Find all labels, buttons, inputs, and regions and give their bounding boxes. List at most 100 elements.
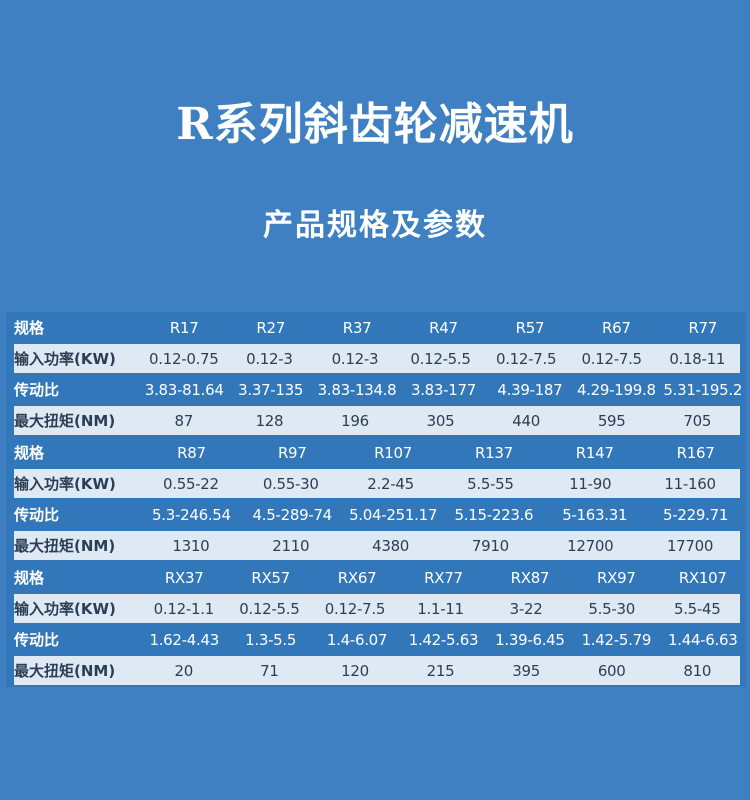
table-cell: 5-163.31 (562, 505, 628, 524)
table-cell: 1.44-6.63 (667, 630, 738, 649)
table-cell: 3.83-177 (410, 380, 476, 399)
torque-row: 最大扭矩(NM) 20 71 120 215 395 600 810 (14, 656, 740, 685)
table-cell: 305 (426, 411, 455, 430)
table-cell: 0.12-7.5 (581, 349, 643, 368)
row-label: 最大扭矩(NM) (14, 537, 116, 555)
model-row: 规格 R17 R27 R37 R47 R57 R67 R77 (6, 312, 746, 343)
table-cell: 0.12-7.5 (495, 349, 557, 368)
table-cell: RX87 (510, 568, 550, 587)
row-label: 输入功率(KW) (14, 350, 116, 368)
spec-table: 规格 R17 R27 R37 R47 R57 R67 R77 输入功率(KW) 0.12-0.75… (6, 312, 746, 687)
table-cell: 2110 (272, 536, 310, 555)
table-cell: 4380 (372, 536, 410, 555)
ratio-row: 传动比 1.62-4.43 1.3-5.5 1.4-6.07 1.42-5.63 1.39… (6, 624, 746, 655)
table-cell: R37 (342, 318, 372, 337)
table-cell: R107 (374, 443, 412, 462)
table-cell: 128 (255, 411, 284, 430)
table-cell: 3-22 (509, 599, 543, 618)
table-cell: 440 (512, 411, 540, 430)
table-cell: R57 (515, 318, 545, 337)
row-label: 规格 (14, 444, 45, 462)
table-cell: RX97 (597, 568, 636, 587)
row-label: 规格 (14, 569, 45, 587)
table-cell: 3.83-134.8 (317, 380, 397, 399)
table-cell: 120 (341, 661, 369, 680)
table-cell: 595 (597, 411, 626, 430)
page-title: R系列斜齿轮减速机 (176, 99, 574, 150)
table-cell: 5.3-246.54 (152, 505, 231, 524)
table-cell: 395 (512, 661, 540, 680)
table-cell: 600 (597, 661, 626, 680)
table-cell: 0.12-0.75 (149, 349, 219, 368)
ratio-row: 传动比 5.3-246.54 4.5-289-74 5.04-251.17 5.15-2… (6, 499, 746, 530)
model-row: 规格 RX37 RX57 RX67 RX77 RX87 RX97 RX107 (6, 562, 746, 593)
spec-block: 规格 R17 R27 R37 R47 R57 R67 R77 输入功率(KW) 0.12-0.75… (6, 312, 746, 435)
table-cell: R67 (602, 318, 631, 337)
table-cell: 71 (260, 661, 279, 680)
table-cell: 1.42-5.63 (408, 630, 479, 649)
power-row: 输入功率(KW) 0.12-0.75 0.12-3 0.12-3 0.12-5.5 0.1… (14, 344, 740, 373)
table-cell: 196 (341, 411, 369, 430)
row-label: 输入功率(KW) (14, 600, 116, 618)
table-cell: 4.5-289-74 (252, 505, 333, 524)
table-cell: 7910 (471, 536, 509, 555)
table-cell: R147 (575, 443, 614, 462)
table-cell: 215 (426, 661, 455, 680)
table-cell: 4.39-187 (497, 380, 563, 399)
table-cell: 20 (174, 661, 194, 680)
table-cell: 4.29-199.8 (576, 380, 656, 399)
table-cell: 1.62-4.43 (149, 630, 219, 649)
row-label: 传动比 (14, 381, 60, 399)
table-cell: 0.12-5.5 (239, 599, 300, 618)
row-label: 最大扭矩(NM) (14, 412, 116, 430)
table-cell: RX107 (678, 568, 727, 587)
table-cell: 17700 (666, 536, 714, 555)
table-cell: 5.15-223.6 (454, 505, 534, 524)
table-cell: R77 (688, 318, 718, 337)
power-row: 输入功率(KW) 0.12-1.1 0.12-5.5 0.12-7.5 1.1-11 3-… (14, 594, 740, 623)
torque-row: 最大扭矩(NM) 1310 2110 4380 7910 12700 17700 (14, 531, 740, 560)
table-cell: 5.31-195.2 (663, 380, 743, 399)
table-cell: R97 (277, 443, 307, 462)
table-cell: 0.18-11 (669, 349, 726, 368)
row-label: 传动比 (14, 506, 60, 524)
table-cell: 5.5-30 (588, 599, 635, 618)
table-cell: 0.12-1.1 (153, 599, 215, 618)
table-cell: 11-90 (569, 474, 612, 493)
table-cell: 0.55-30 (262, 474, 319, 493)
table-cell: 5.5-45 (673, 599, 721, 618)
table-cell: 5-229.71 (663, 505, 729, 524)
table-cell: R47 (429, 318, 458, 337)
table-cell: 3.37-135 (238, 380, 304, 399)
table-cell: 0.12-3 (331, 349, 379, 368)
spec-block: 规格 RX37 RX57 RX67 RX77 RX87 RX97 RX107 输入功率(KW) 0… (6, 562, 746, 685)
table-cell: 0.12-5.5 (410, 349, 471, 368)
table-cell: 0.12-7.5 (324, 599, 386, 618)
torque-row: 最大扭矩(NM) 87 128 196 305 440 595 705 (14, 406, 740, 435)
table-cell: R17 (169, 318, 199, 337)
table-cell: 5.5-55 (467, 474, 514, 493)
table-cell: 11-160 (664, 474, 716, 493)
table-cell: 5.04-251.17 (349, 505, 438, 524)
table-cell: RX37 (164, 568, 204, 587)
table-cell: R87 (177, 443, 206, 462)
row-label: 规格 (14, 319, 45, 337)
table-cell: 810 (683, 661, 712, 680)
table-cell: R167 (676, 443, 715, 462)
table-cell: RX67 (337, 568, 377, 587)
table-cell: 1.3-5.5 (245, 630, 297, 649)
table-cell: 1310 (172, 536, 210, 555)
table-cell: RX57 (251, 568, 290, 587)
table-cell: R137 (474, 443, 513, 462)
row-label: 最大扭矩(NM) (14, 662, 116, 680)
table-cell: RX77 (424, 568, 463, 587)
table-cell: 1.4-6.07 (326, 630, 388, 649)
table-cell: 12700 (567, 536, 614, 555)
model-row: 规格 R87 R97 R107 R137 R147 R167 (6, 437, 746, 468)
table-cell: 1.39-6.45 (495, 630, 565, 649)
table-cell: 0.12-3 (246, 349, 293, 368)
table-cell: 1.1-11 (417, 599, 464, 618)
page-subtitle: 产品规格及参数 (263, 208, 487, 243)
table-cell: 705 (683, 411, 712, 430)
row-label: 传动比 (14, 631, 60, 649)
